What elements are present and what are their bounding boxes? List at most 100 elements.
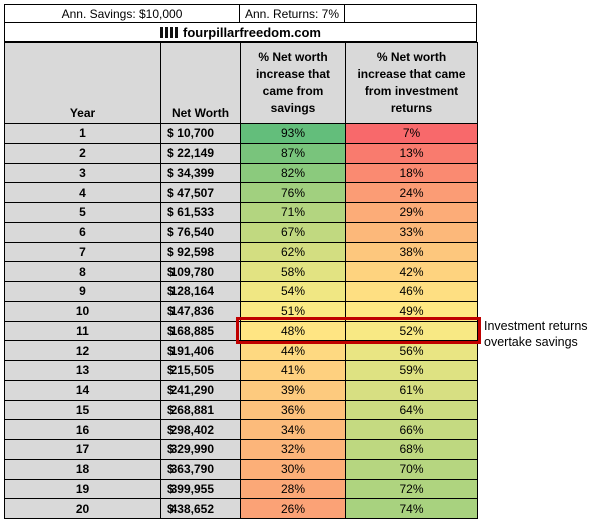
networth-cell: $92,598 (160, 241, 241, 263)
networth-cell: $34,399 (160, 162, 241, 184)
currency-symbol: $ (167, 284, 174, 299)
returns-pct-cell: 33% (345, 221, 478, 243)
year-cell: 18 (4, 458, 161, 480)
networth-value: 147,836 (170, 304, 214, 319)
networth-cell: $438,652 (160, 498, 241, 519)
savings-pct-cell: 36% (240, 399, 346, 421)
annual-returns-label: Ann. Returns: 7% (240, 5, 345, 22)
networth-cell: $399,955 (160, 478, 241, 500)
networth-value: 128,164 (170, 284, 214, 299)
year-cell: 11 (4, 320, 161, 342)
currency-symbol: $ (167, 402, 174, 417)
networth-cell: $363,790 (160, 458, 241, 480)
currency-symbol: $ (167, 363, 174, 378)
year-cell: 3 (4, 162, 161, 184)
table-row: 11 $168,885 48% 52% (4, 320, 478, 342)
table-row: 2 $22,149 87% 13% (4, 142, 478, 164)
networth-cell: $329,990 (160, 439, 241, 460)
returns-pct-cell: 7% (345, 123, 478, 144)
year-cell: 2 (4, 142, 161, 164)
table-row: 5 $61,533 71% 29% (4, 202, 478, 223)
year-cell: 13 (4, 360, 161, 381)
col-header-year: Year (4, 42, 161, 124)
table-row: 10 $147,836 51% 49% (4, 300, 478, 322)
savings-pct-cell: 32% (240, 439, 346, 460)
currency-symbol: $ (167, 165, 174, 180)
networth-value: 76,540 (177, 225, 214, 240)
currency-symbol: $ (167, 304, 174, 319)
savings-pct-cell: 28% (240, 478, 346, 500)
year-cell: 16 (4, 419, 161, 440)
currency-symbol: $ (167, 264, 174, 279)
savings-pct-cell: 41% (240, 360, 346, 381)
year-cell: 7 (4, 241, 161, 263)
table-row: 18 $363,790 30% 70% (4, 458, 478, 480)
networth-cell: $241,290 (160, 379, 241, 401)
year-cell: 17 (4, 439, 161, 460)
networth-cell: $268,881 (160, 399, 241, 421)
table-row: 15 $268,881 36% 64% (4, 399, 478, 421)
col-header-networth: Net Worth (160, 42, 241, 124)
returns-pct-cell: 49% (345, 300, 478, 322)
networth-value: 92,598 (177, 244, 214, 259)
brand-bar: fourpillarfreedom.com (4, 23, 477, 42)
table-row: 1 $10,700 93% 7% (4, 123, 478, 144)
currency-symbol: $ (167, 343, 174, 358)
networth-value: 47,507 (177, 185, 214, 200)
table-row: 20 $438,652 26% 74% (4, 498, 478, 519)
networth-value: 34,399 (177, 165, 214, 180)
returns-pct-cell: 52% (345, 320, 478, 342)
returns-pct-cell: 74% (345, 498, 478, 519)
currency-symbol: $ (167, 501, 174, 516)
returns-pct-cell: 24% (345, 182, 478, 203)
returns-pct-cell: 13% (345, 142, 478, 164)
networth-value: 438,652 (170, 501, 214, 516)
networth-cell: $191,406 (160, 340, 241, 361)
returns-pct-cell: 42% (345, 261, 478, 282)
networth-value: 215,505 (170, 363, 214, 378)
networth-value: 298,402 (170, 422, 214, 437)
savings-pct-cell: 62% (240, 241, 346, 263)
table-row: 16 $298,402 34% 66% (4, 419, 478, 440)
year-cell: 14 (4, 379, 161, 401)
savings-pct-cell: 82% (240, 162, 346, 184)
four-pillars-logo-icon (160, 26, 179, 38)
returns-pct-cell: 66% (345, 419, 478, 440)
networth-value: 168,885 (170, 323, 214, 338)
currency-symbol: $ (167, 462, 174, 477)
savings-pct-cell: 39% (240, 379, 346, 401)
returns-pct-cell: 56% (345, 340, 478, 361)
year-cell: 8 (4, 261, 161, 282)
returns-pct-cell: 59% (345, 360, 478, 381)
year-cell: 6 (4, 221, 161, 243)
networth-value: 10,700 (177, 126, 214, 141)
table-row: 6 $76,540 67% 33% (4, 221, 478, 243)
networth-value: 329,990 (170, 442, 214, 457)
col-header-savings-pct: % Net worth increase that came from savi… (240, 42, 346, 124)
table-row: 9 $128,164 54% 46% (4, 281, 478, 302)
currency-symbol: $ (167, 323, 174, 338)
table-row: 14 $241,290 39% 61% (4, 379, 478, 401)
networth-cell: $298,402 (160, 419, 241, 440)
assumptions-bar: Ann. Savings: $10,000 Ann. Returns: 7% (4, 4, 477, 23)
networth-table: Year Net Worth % Net worth increase that… (4, 42, 478, 519)
networth-value: 61,533 (177, 205, 214, 220)
savings-pct-cell: 34% (240, 419, 346, 440)
table-row: 8 $109,780 58% 42% (4, 261, 478, 282)
empty-cell (345, 5, 476, 22)
currency-symbol: $ (167, 185, 174, 200)
currency-symbol: $ (167, 481, 174, 496)
year-cell: 4 (4, 182, 161, 203)
returns-pct-cell: 18% (345, 162, 478, 184)
currency-symbol: $ (167, 225, 174, 240)
networth-cell: $61,533 (160, 202, 241, 223)
returns-pct-cell: 61% (345, 379, 478, 401)
returns-pct-cell: 70% (345, 458, 478, 480)
savings-pct-cell: 58% (240, 261, 346, 282)
networth-value: 109,780 (170, 264, 214, 279)
table-row: 13 $215,505 41% 59% (4, 360, 478, 381)
year-cell: 15 (4, 399, 161, 421)
annotation-text: Investment returns overtake savings (484, 319, 588, 349)
table-row: 3 $34,399 82% 18% (4, 162, 478, 184)
networth-value: 241,290 (170, 383, 214, 398)
